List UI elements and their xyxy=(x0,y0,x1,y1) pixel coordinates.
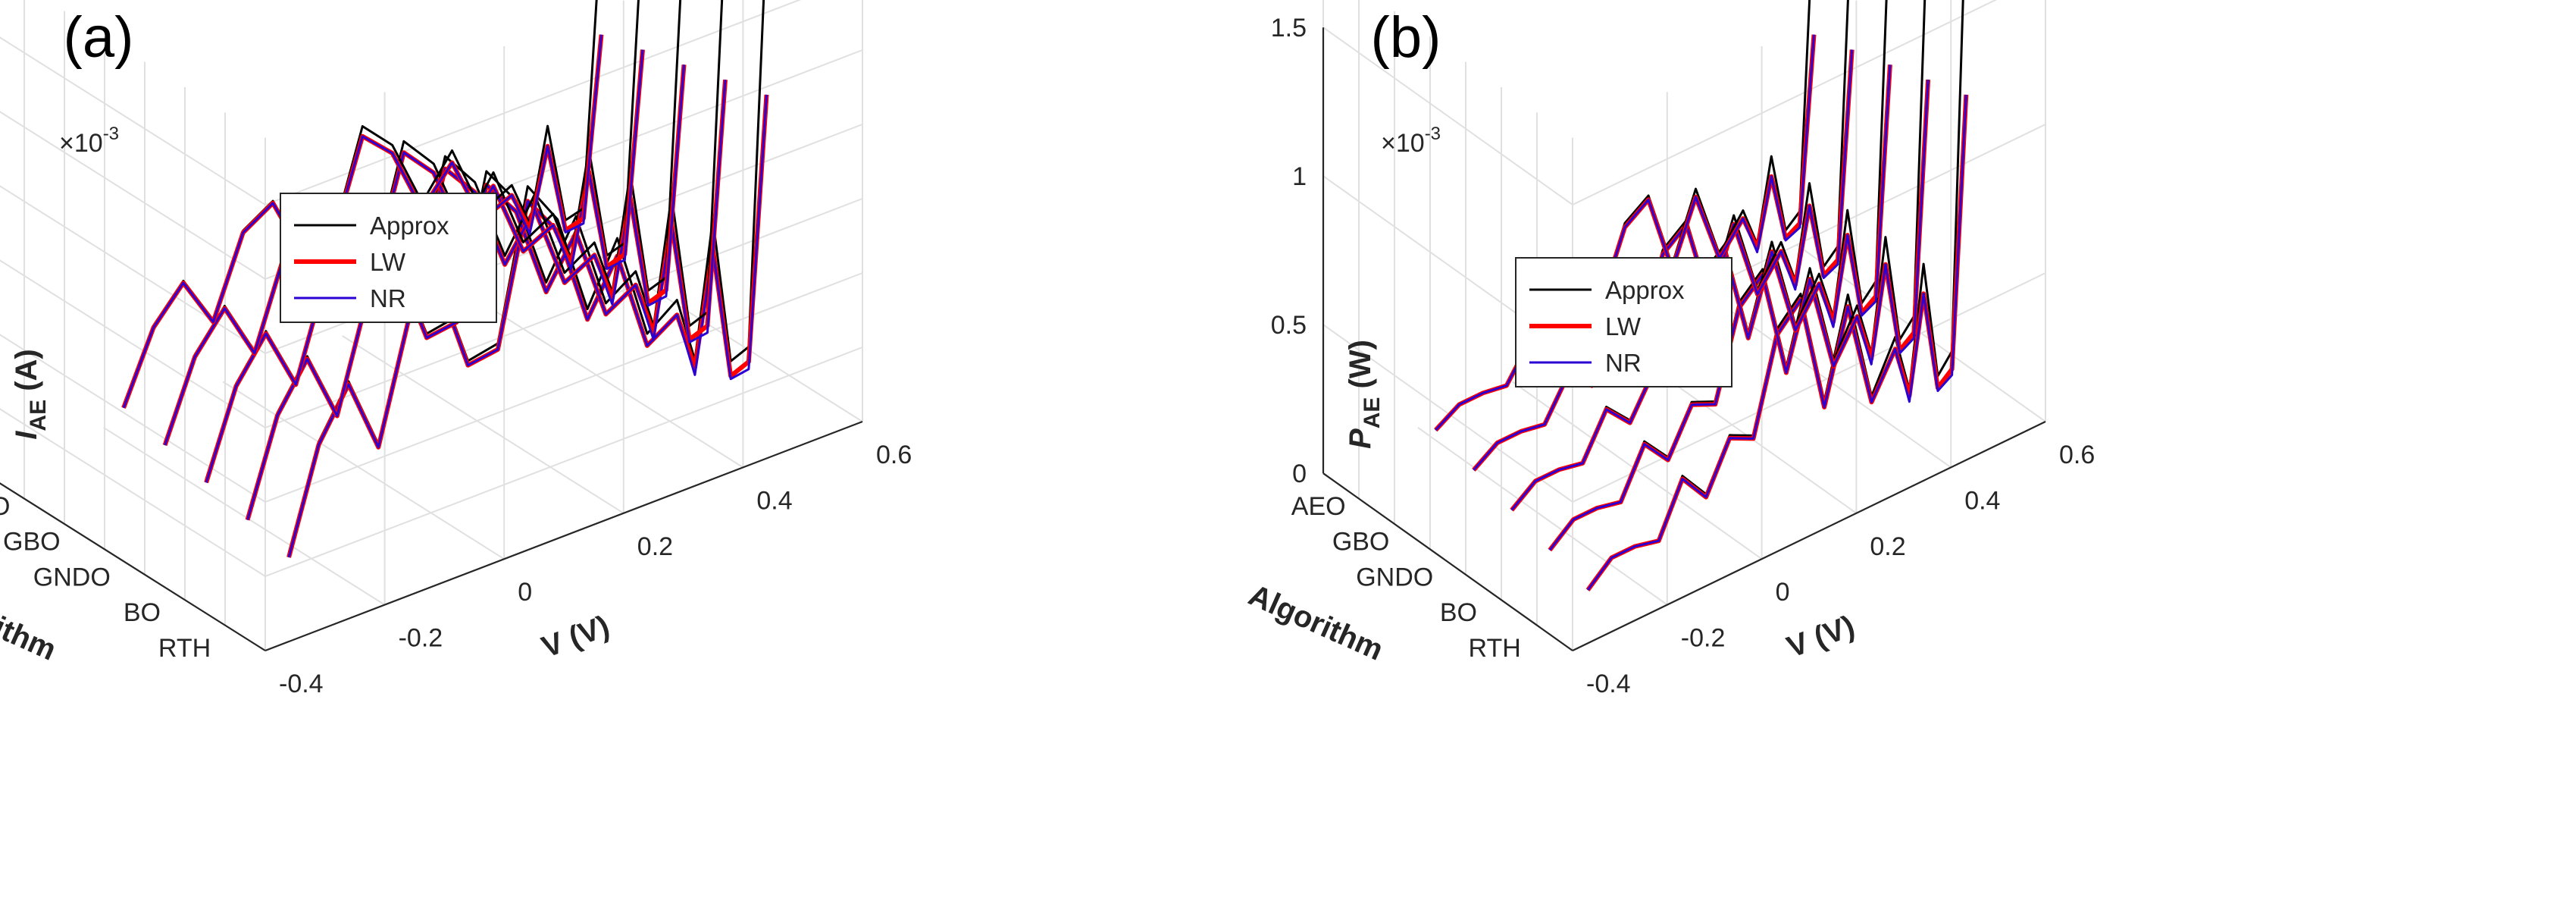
x-tick-label: 0.6 xyxy=(2059,441,2095,469)
legend-label-lw: LW xyxy=(370,248,406,276)
z-exponent-power: -3 xyxy=(1425,124,1441,144)
data-lines xyxy=(1434,0,1969,591)
grid-line xyxy=(1322,421,2046,652)
legend-label-nr: NR xyxy=(370,284,406,312)
z-axis-label-main: I xyxy=(10,431,43,440)
x-tick-label: 0.6 xyxy=(876,441,912,469)
z-exponent: ×10-3 xyxy=(59,124,119,158)
x-tick-label: 0.2 xyxy=(1870,532,1905,561)
legend-box xyxy=(1515,257,1732,387)
z-axis-label-main: P xyxy=(1344,428,1377,449)
data-lines xyxy=(121,0,769,558)
x-axis xyxy=(1572,421,2046,651)
z-axis-label-sub: AE xyxy=(26,400,51,431)
grid-line xyxy=(222,381,505,560)
y-axis xyxy=(0,482,266,651)
grid-line xyxy=(0,0,802,206)
y-axis xyxy=(1322,472,1573,651)
grid-line xyxy=(1512,381,1763,560)
x-tick-label: 0 xyxy=(1776,578,1790,607)
x-tick-label: -0.2 xyxy=(399,624,443,653)
x-tick-label: 0.4 xyxy=(1964,486,2000,515)
y-tick-label: GBO xyxy=(3,528,61,557)
y-tick-label: BO xyxy=(124,598,161,627)
z-axis-label: PAE (W) xyxy=(1344,340,1385,449)
y-tick-label: RTH xyxy=(1469,634,1521,663)
grid-line xyxy=(1795,243,2046,422)
grid-line xyxy=(0,49,863,281)
series-line-nr-aeo xyxy=(122,34,603,409)
series-line-nr-rth xyxy=(1586,94,1967,591)
legend-label-nr: NR xyxy=(1605,349,1642,377)
panel-a: 00.511.522.53RTHBOGNDOGBOAEO-0.4-0.200.2… xyxy=(0,0,912,698)
z-exponent-base: ×10 xyxy=(1381,129,1425,158)
grid-line xyxy=(342,335,624,514)
grid-line xyxy=(0,124,863,355)
y-tick-label: GNDO xyxy=(1356,563,1433,591)
x-axis-label: V (V) xyxy=(537,610,614,665)
grid-line xyxy=(1322,272,2046,503)
z-tick-label: 0.5 xyxy=(1271,311,1307,340)
panel-label: (b) xyxy=(1371,5,1441,70)
x-tick-label: 0 xyxy=(518,578,532,607)
z-exponent: ×10-3 xyxy=(1381,124,1441,158)
grid-line xyxy=(0,272,863,503)
x-tick-label: -0.4 xyxy=(1586,670,1631,698)
z-axis-label-unit: (W) xyxy=(1344,340,1377,397)
x-tick-label: -0.2 xyxy=(1681,624,1726,653)
grid-line xyxy=(1417,426,1668,606)
grid-line xyxy=(1322,0,1998,206)
grid-line xyxy=(461,289,743,469)
series-line-approx-gndo xyxy=(1510,0,1888,511)
legend-box xyxy=(280,193,497,323)
y-tick-label: BO xyxy=(1440,598,1477,627)
z-exponent-base: ×10 xyxy=(59,129,103,158)
grid-line xyxy=(103,426,386,606)
y-tick-label: GBO xyxy=(1332,528,1390,557)
legend: Approx LW NR xyxy=(280,193,497,323)
z-axis-label: IAE (A) xyxy=(10,349,51,439)
x-tick-label: 0.4 xyxy=(756,486,792,515)
grid xyxy=(0,0,863,652)
panel-label: (a) xyxy=(64,5,134,70)
z-tick-label: 1.5 xyxy=(1271,14,1307,42)
x-axis-label: V (V) xyxy=(1783,610,1859,665)
y-tick-label: RTH xyxy=(158,634,211,663)
z-axis-label-unit: (A) xyxy=(10,349,43,400)
legend-label-approx: Approx xyxy=(1605,276,1685,304)
y-tick-label: AEO xyxy=(0,492,10,521)
legend-label-lw: LW xyxy=(1605,312,1642,340)
z-axis-label-sub: AE xyxy=(1360,397,1385,429)
y-tick-label: GNDO xyxy=(33,563,111,591)
z-tick-label: 0 xyxy=(1292,460,1307,488)
legend-label-approx: Approx xyxy=(370,212,449,240)
series-line-nr-aeo xyxy=(1435,34,1815,431)
legend: Approx LW NR xyxy=(1515,257,1732,387)
z-exponent-power: -3 xyxy=(103,124,119,144)
y-tick-label: AEO xyxy=(1291,492,1346,521)
x-tick-label: -0.4 xyxy=(279,670,324,698)
grid-line xyxy=(0,347,863,578)
z-tick-label: 1 xyxy=(1292,162,1307,191)
x-tick-label: 0.2 xyxy=(637,532,673,561)
x-axis xyxy=(264,420,863,652)
